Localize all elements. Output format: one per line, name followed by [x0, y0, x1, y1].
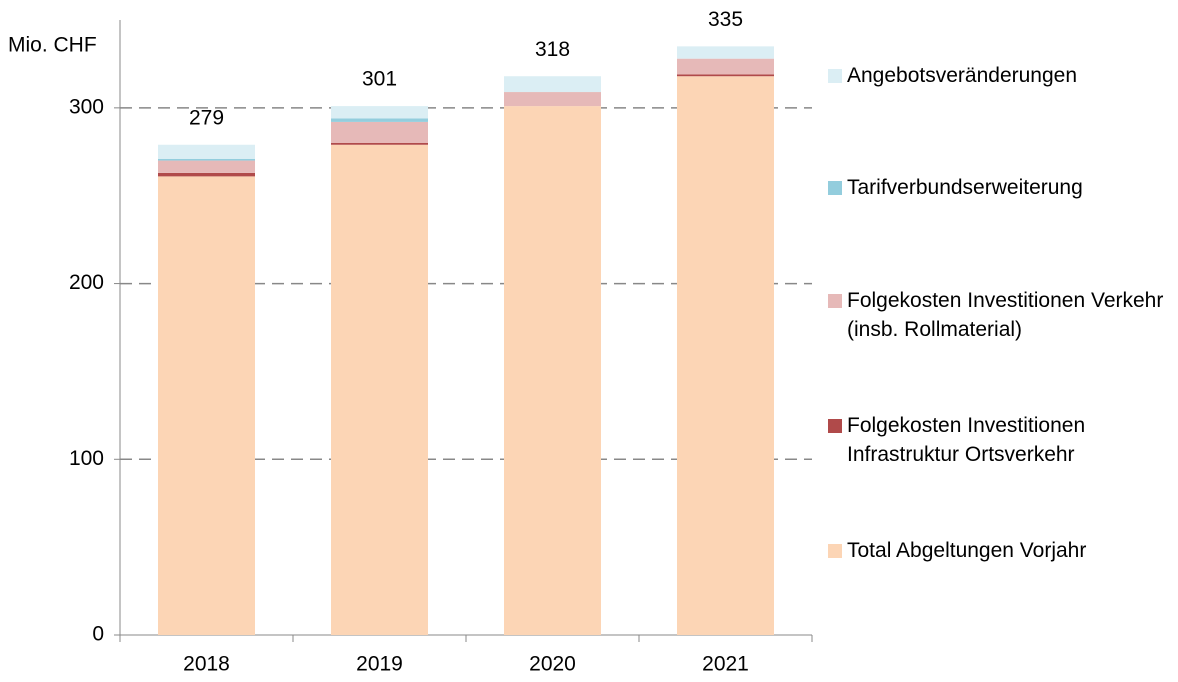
- bar-segment: [331, 144, 428, 635]
- bar-segment: [158, 172, 255, 177]
- legend-swatch: [828, 69, 842, 83]
- legend-swatch: [828, 181, 842, 195]
- total-label: 318: [535, 38, 570, 61]
- bar-segment: [677, 58, 774, 75]
- legend-label: Folgekosten Investitionen Infrastruktur …: [847, 414, 1086, 466]
- x-tick-label: 2019: [356, 653, 403, 676]
- y-tick-label: 100: [69, 447, 104, 470]
- bar-segment: [504, 106, 601, 636]
- legend-swatch: [828, 419, 842, 433]
- y-axis-label: Mio. CHF: [8, 34, 97, 57]
- bar-segment: [331, 121, 428, 143]
- bar-segment: [158, 176, 255, 635]
- bar-segment: [331, 118, 428, 122]
- legend-item: Folgekosten Investitionen Infrastruktur …: [828, 411, 1169, 469]
- bar-segment: [504, 76, 601, 93]
- legend-item: Folgekosten Investitionen Verkehr (insb.…: [828, 286, 1169, 344]
- bar-segment: [158, 160, 255, 173]
- x-tick-label: 2018: [183, 653, 230, 676]
- legend-label: Angebotsveränderungen: [847, 64, 1078, 87]
- legend-item: Tarifverbundserweiterung: [828, 173, 1169, 202]
- bar-segment: [331, 106, 428, 119]
- x-tick-label: 2021: [702, 653, 749, 676]
- legend-swatch: [828, 544, 842, 558]
- bar-segment: [677, 74, 774, 77]
- bar-segment: [158, 144, 255, 159]
- legend-swatch: [828, 294, 842, 308]
- bar-segment: [504, 92, 601, 107]
- legend-label: Tarifverbundserweiterung: [847, 176, 1083, 199]
- total-label: 301: [362, 68, 397, 91]
- bar-segment: [677, 46, 774, 59]
- x-tick-label: 2020: [529, 653, 576, 676]
- y-tick-label: 300: [69, 95, 104, 118]
- bar-segment: [677, 76, 774, 635]
- y-tick-label: 200: [69, 271, 104, 294]
- total-label: 335: [708, 8, 743, 31]
- y-tick-label: 0: [92, 623, 104, 646]
- bar-segment: [331, 143, 428, 145]
- bar-segment: [158, 158, 255, 161]
- legend-item: Total Abgeltungen Vorjahr: [828, 536, 1169, 565]
- legend-item: Angebotsveränderungen: [828, 61, 1169, 90]
- legend-label: Folgekosten Investitionen Verkehr (insb.…: [847, 289, 1164, 341]
- legend-label: Total Abgeltungen Vorjahr: [847, 539, 1087, 562]
- total-label: 279: [189, 106, 224, 129]
